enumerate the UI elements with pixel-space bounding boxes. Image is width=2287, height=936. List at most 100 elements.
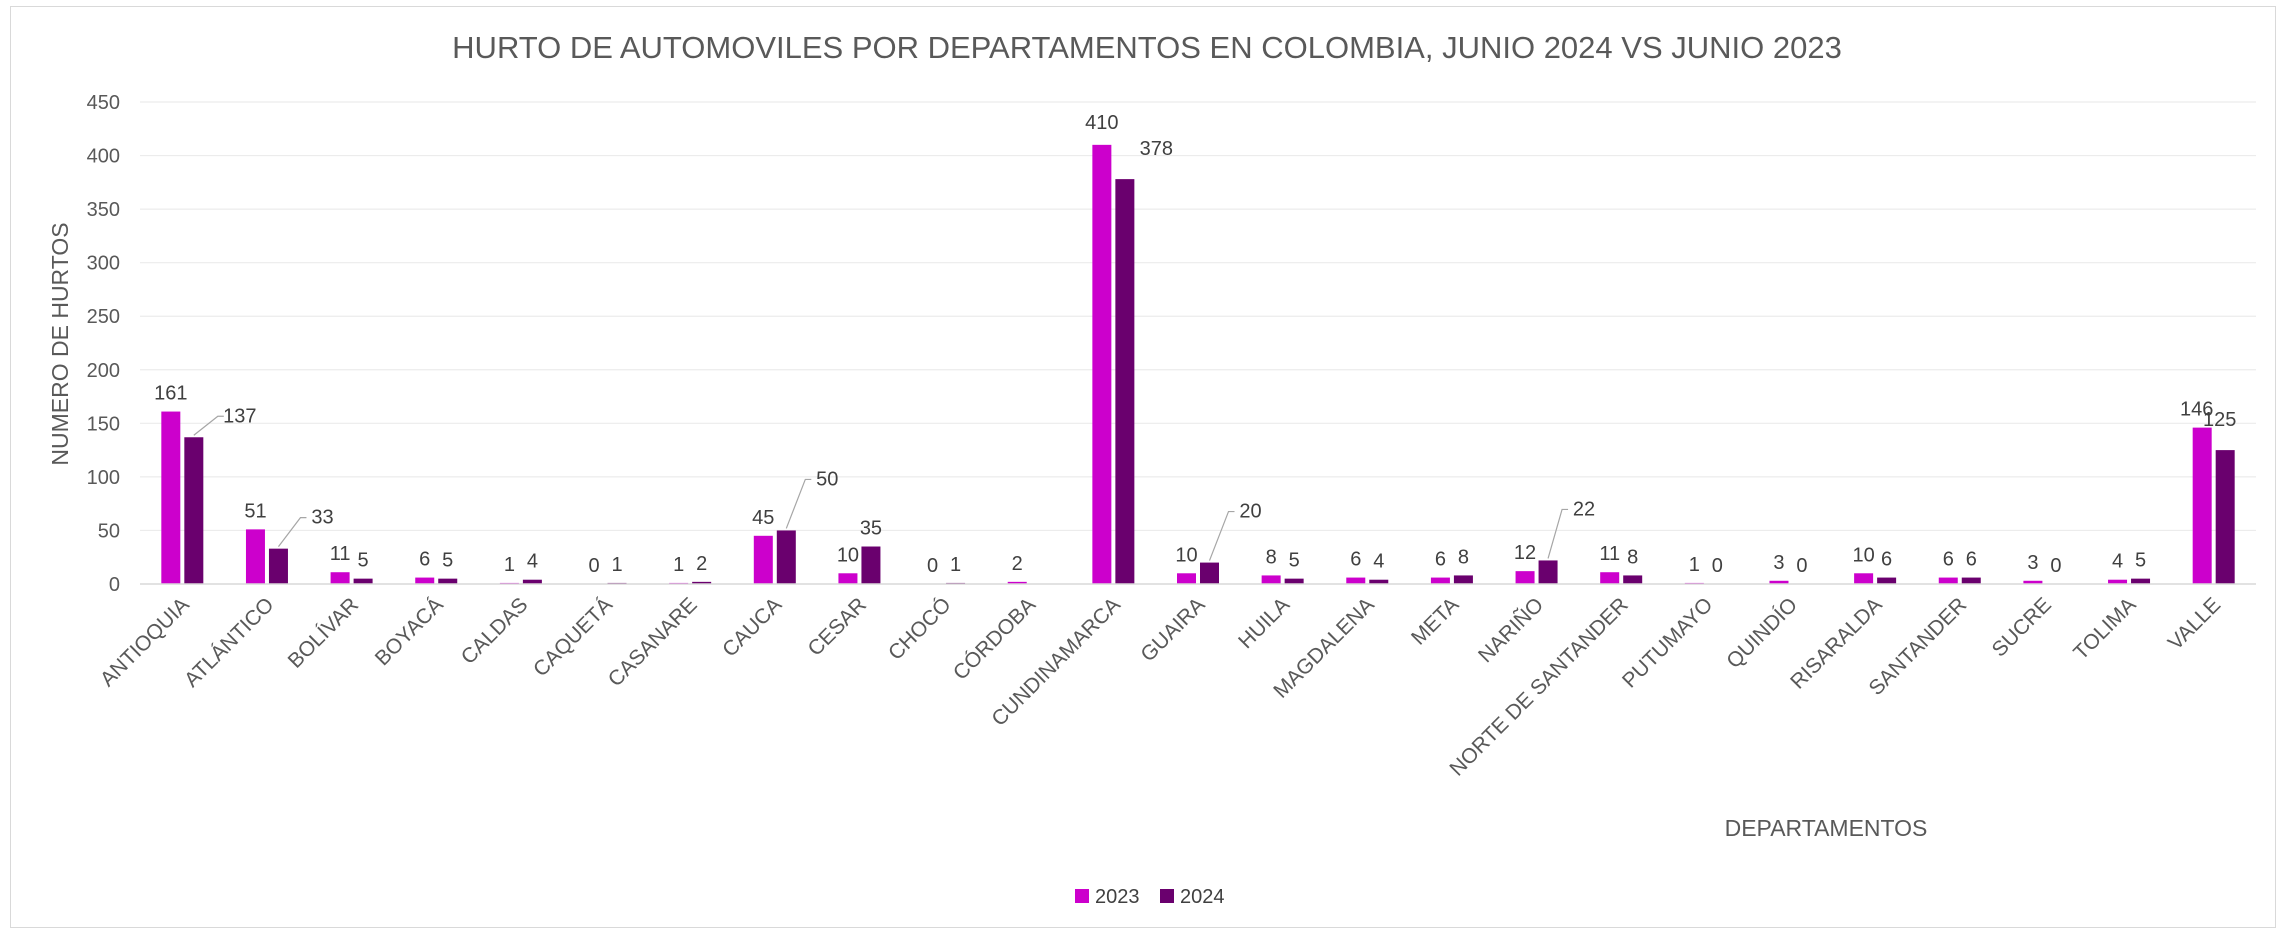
data-label: 0 bbox=[1712, 555, 1723, 577]
bar-2024 bbox=[1369, 579, 1389, 584]
x-tick-label: GUAIRA bbox=[1136, 593, 1209, 666]
y-tick-label: 50 bbox=[98, 520, 120, 542]
data-label: 6 bbox=[1881, 549, 1892, 571]
bar-2023 bbox=[1261, 575, 1281, 584]
bar-2023 bbox=[161, 411, 181, 584]
x-tick-label: BOLÍVAR bbox=[284, 593, 364, 673]
data-label: 5 bbox=[358, 550, 369, 572]
y-tick-label: 100 bbox=[87, 467, 120, 489]
data-label: 4 bbox=[527, 551, 538, 573]
bar-2023 bbox=[1769, 580, 1789, 584]
y-tick-label: 450 bbox=[87, 92, 120, 114]
data-label: 1 bbox=[504, 554, 515, 576]
x-tick-label: SUCRE bbox=[1988, 593, 2056, 661]
data-label: 3 bbox=[2027, 552, 2038, 574]
x-tick-label: CAQUETÁ bbox=[529, 593, 617, 681]
bar-2023 bbox=[1177, 573, 1196, 584]
x-tick-label: META bbox=[1407, 593, 1463, 649]
bar-2024 bbox=[1623, 575, 1643, 584]
x-tick-label: TOLIMA bbox=[2069, 593, 2140, 664]
bar-2023 bbox=[1854, 573, 1874, 584]
legend: 2023 2024 bbox=[1075, 886, 1225, 908]
data-label: 6 bbox=[1966, 549, 1977, 571]
data-label: 161 bbox=[154, 383, 187, 405]
data-label: 0 bbox=[1796, 555, 1807, 577]
data-label: 0 bbox=[2050, 555, 2061, 577]
bar-2023 bbox=[838, 573, 858, 584]
data-label: 8 bbox=[1627, 546, 1638, 568]
data-label: 378 bbox=[1140, 138, 1173, 160]
chart-title: HURTO DE AUTOMOVILES POR DEPARTAMENTOS E… bbox=[452, 30, 1842, 65]
x-tick-label: HUILA bbox=[1234, 593, 1294, 653]
y-tick-label: 350 bbox=[87, 199, 120, 221]
y-tick-label: 200 bbox=[87, 360, 120, 382]
x-tick-label: ANTIOQUIA bbox=[96, 593, 194, 691]
y-axis-ticks: 0 50 100 150 200 250 300 350 400 450 bbox=[87, 92, 120, 596]
x-axis-title: DEPARTAMENTOS bbox=[1725, 815, 1928, 841]
x-tick-label: CHOCÓ bbox=[884, 593, 956, 665]
bar-2024 bbox=[861, 546, 881, 584]
bar-2024 bbox=[1200, 562, 1219, 584]
bar-2023 bbox=[1515, 571, 1535, 584]
bar-2024 bbox=[776, 530, 796, 584]
leader-line bbox=[193, 415, 224, 436]
data-label: 1 bbox=[950, 554, 961, 576]
chart-frame bbox=[10, 6, 2276, 928]
bar-2024 bbox=[1877, 577, 1897, 584]
leader-line bbox=[277, 517, 307, 548]
x-tick-label: NORTE DE SANTANDER bbox=[1445, 593, 1632, 780]
bar-2024 bbox=[522, 579, 542, 584]
data-label: 12 bbox=[1514, 542, 1536, 564]
bar-2024 bbox=[1453, 575, 1473, 584]
data-label: 50 bbox=[816, 468, 838, 490]
bar-2024 bbox=[1284, 578, 1304, 584]
bar-2023 bbox=[1007, 581, 1027, 584]
bar-2024 bbox=[268, 548, 288, 584]
data-label: 137 bbox=[223, 405, 256, 427]
bar-2024 bbox=[2215, 450, 2235, 584]
x-tick-label: PUTUMAYO bbox=[1618, 593, 1717, 692]
data-label: 2 bbox=[696, 553, 707, 575]
x-tick-label: CASANARE bbox=[604, 593, 702, 691]
x-tick-label: BOYACÁ bbox=[371, 593, 448, 670]
bar-2023 bbox=[330, 572, 350, 584]
data-label: 6 bbox=[419, 549, 430, 571]
data-label: 1 bbox=[673, 554, 684, 576]
bar-2023 bbox=[1430, 577, 1450, 584]
bar-2023 bbox=[245, 529, 265, 584]
data-label: 22 bbox=[1573, 498, 1595, 520]
data-label: 45 bbox=[752, 507, 774, 529]
bar-2023 bbox=[415, 577, 435, 584]
x-tick-label: ATLÁNTICO bbox=[180, 593, 278, 691]
leader-line bbox=[1208, 510, 1235, 561]
data-label: 6 bbox=[1943, 549, 1954, 571]
leader-lines bbox=[193, 415, 1569, 561]
data-label: 20 bbox=[1239, 501, 1261, 523]
x-tick-label: CAUCA bbox=[718, 593, 786, 661]
bar-2023 bbox=[1600, 572, 1620, 584]
data-label: 51 bbox=[244, 500, 266, 522]
bar-2024 bbox=[438, 578, 458, 584]
bar-2024 bbox=[1115, 179, 1135, 584]
data-label: 2 bbox=[1012, 553, 1023, 575]
data-label: 410 bbox=[1085, 112, 1118, 134]
x-tick-label: QUINDÍO bbox=[1722, 593, 1802, 673]
bar-2024 bbox=[2131, 578, 2151, 584]
bar-2023 bbox=[1092, 144, 1112, 584]
gridlines bbox=[140, 101, 2256, 532]
bar-2023 bbox=[753, 535, 773, 584]
data-label: 35 bbox=[860, 518, 882, 540]
data-label: 10 bbox=[1175, 544, 1197, 566]
data-label: 11 bbox=[330, 543, 351, 565]
bar-2024 bbox=[1538, 560, 1558, 584]
data-label: 5 bbox=[442, 550, 453, 572]
data-label: 0 bbox=[927, 555, 938, 577]
bar-2023 bbox=[2108, 579, 2128, 584]
data-label: 1 bbox=[611, 554, 622, 576]
data-label: 0 bbox=[588, 555, 599, 577]
y-tick-label: 150 bbox=[87, 413, 120, 435]
x-tick-label: CALDAS bbox=[457, 593, 533, 669]
